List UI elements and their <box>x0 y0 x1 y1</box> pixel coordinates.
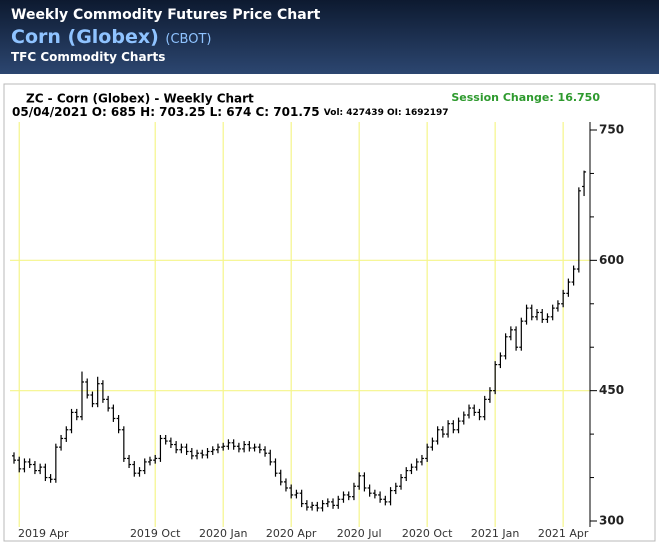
quote: 05/04/2021 O: 685 H: 703.25 L: 674 C: 70… <box>12 105 320 119</box>
x-tick-label: 2019 Oct <box>130 527 181 540</box>
y-tick-label: 300 <box>599 514 624 528</box>
volume: Vol: 427439 OI: 1692197 <box>324 108 449 118</box>
y-tick-label: 750 <box>599 123 624 137</box>
page-title: Weekly Commodity Futures Price Chart <box>11 7 321 23</box>
source: TFC Commodity Charts <box>11 50 166 64</box>
quote-line: 05/04/2021 O: 685 H: 703.25 L: 674 C: 70… <box>12 105 449 119</box>
x-tick-label: 2021 Apr <box>538 527 589 540</box>
x-tick-label: 2020 Apr <box>266 527 317 540</box>
x-tick-label: 2021 Jan <box>471 527 519 540</box>
chart-panel <box>3 83 656 542</box>
ohlc-bars <box>12 170 587 512</box>
y-tick-label: 450 <box>599 383 624 397</box>
session-change: Session Change: 16.750 <box>451 91 600 104</box>
exchange: (CBOT) <box>165 32 212 47</box>
commodity: Corn (Globex) (CBOT) <box>11 26 212 48</box>
commodity-name: Corn (Globex) <box>11 26 159 48</box>
x-tick-label: 2019 Apr <box>18 527 69 540</box>
x-tick-label: 2020 Jan <box>199 527 247 540</box>
banner: Weekly Commodity Futures Price Chart Cor… <box>0 0 659 74</box>
x-tick-label: 2020 Jul <box>337 527 382 540</box>
x-tick-label: 2020 Oct <box>402 527 453 540</box>
y-tick-label: 600 <box>599 253 624 267</box>
chart-title: ZC - Corn (Globex) - Weekly Chart <box>26 92 254 106</box>
